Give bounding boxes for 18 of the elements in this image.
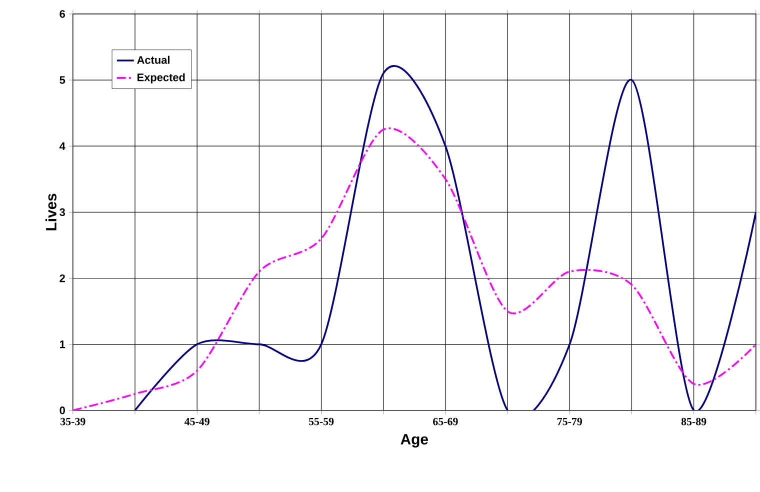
y-tick-label: 2 [60,274,65,282]
x-tick-label: 65-69 [433,418,458,426]
y-tick-label: 6 [60,10,66,18]
y-axis-title: Lives [46,194,56,230]
y-tick-label: 0 [60,406,65,414]
x-axis-title: Age [400,434,428,448]
y-tick-label: 4 [59,142,66,150]
x-tick-label: 75-79 [557,418,582,426]
legend-label: Expected [138,73,185,84]
x-tick-label: 55-59 [308,418,334,426]
x-tick-label: 35-39 [60,418,86,426]
y-tick-label: 1 [60,340,66,348]
x-tick-label: 85-89 [681,418,706,426]
line-series [72,128,756,410]
y-tick-label: 5 [60,76,66,84]
x-tick-label: 45-49 [184,418,210,426]
y-tick-label: 3 [60,208,66,216]
legend-label: Actual [137,56,170,64]
